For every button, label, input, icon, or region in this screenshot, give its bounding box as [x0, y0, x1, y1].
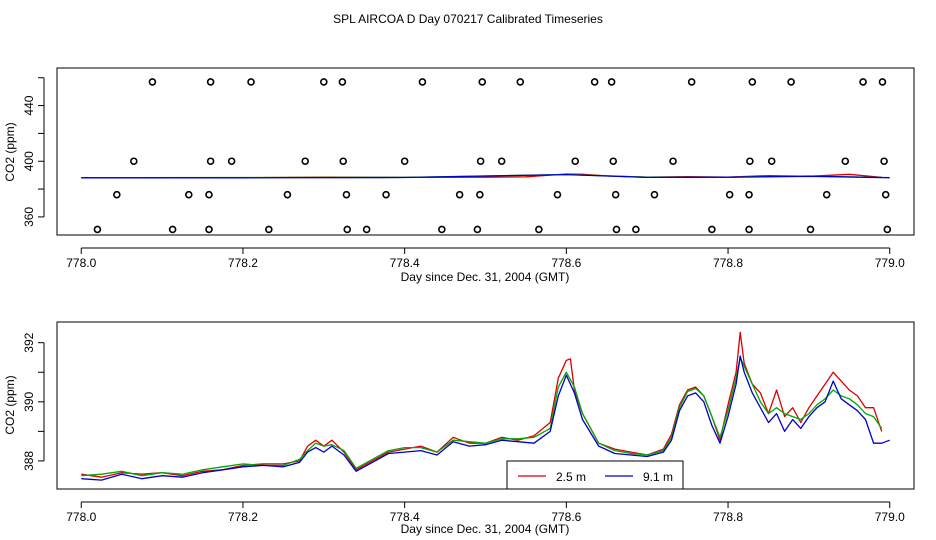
- y-axis-label: CO2 (ppm): [3, 375, 17, 434]
- calibration-point: [343, 225, 352, 234]
- calibration-point: [148, 78, 157, 86]
- calibration-point: [497, 157, 506, 166]
- calibration-point: [438, 225, 446, 234]
- y-tick-label: 440: [22, 95, 36, 115]
- calibration-point: [611, 190, 620, 199]
- calibration-point: [382, 190, 390, 199]
- calibration-point: [418, 78, 427, 86]
- axes: 778.0 778.2 778.4 778.6 778.8 779.0 360 400 440: [22, 77, 905, 270]
- calibration-point: [881, 190, 890, 199]
- y-tick-label: 392: [22, 332, 36, 352]
- calibration-point: [745, 190, 753, 199]
- x-tick-label: 778.2: [228, 510, 258, 524]
- calibration-point: [767, 157, 776, 166]
- plot-frame: [56, 321, 915, 490]
- x-tick-label: 778.8: [713, 510, 743, 524]
- calibration-point: [746, 157, 754, 166]
- calibration-point: [93, 225, 102, 234]
- legend: 2.5 m 9.1 m: [506, 460, 684, 490]
- y-tick-label: 400: [22, 151, 36, 171]
- x-axis-label: Day since Dec. 31, 2004 (GMT): [401, 270, 570, 284]
- calibration-point: [516, 78, 525, 86]
- series-line-9-1-m: [81, 355, 890, 481]
- calibration-point: [650, 190, 659, 199]
- calibration-point: [708, 225, 716, 234]
- calibration-panel: 778.0 778.2 778.4 778.6 778.8 779.0360400440 …: [3, 67, 915, 284]
- calibration-point: [607, 78, 616, 86]
- calibration-point: [265, 225, 273, 234]
- figure-title: SPL AIRCOA D Day 070217 Calibrated Times…: [333, 12, 603, 26]
- calibration-point: [725, 190, 734, 199]
- calibration-point: [859, 78, 867, 86]
- series-line-green: [81, 356, 883, 477]
- calibration-point: [806, 225, 815, 234]
- legend-label-9-1m: 9.1 m: [643, 470, 673, 484]
- calibration-point: [476, 157, 485, 166]
- x-tick-label: 779.0: [875, 256, 905, 270]
- y-tick-label: 388: [22, 451, 36, 471]
- calibration-point: [206, 78, 215, 86]
- x-axis-label: Day since Dec. 31, 2004 (GMT): [401, 522, 570, 536]
- calibration-point: [283, 190, 292, 199]
- calibration-point: [168, 225, 177, 234]
- series-marks: [81, 331, 890, 481]
- calibration-point: [883, 225, 892, 234]
- x-tick-label: 778.4: [390, 256, 420, 270]
- calibration-point: [476, 190, 484, 199]
- series-line-9-1-m: [81, 173, 890, 179]
- calibration-point: [227, 157, 236, 166]
- calibration-point: [205, 190, 213, 199]
- calibration-point: [205, 225, 213, 234]
- calibration-point: [590, 78, 599, 86]
- calibration-point: [535, 225, 543, 234]
- calibration-point: [745, 225, 753, 234]
- calibration-point: [342, 190, 351, 199]
- calibration-point: [553, 190, 562, 199]
- timeseries-panel: 778.0 778.2 778.4 778.6 778.8 779.0388390392 …: [3, 321, 915, 536]
- x-tick-label: 779.0: [875, 510, 905, 524]
- calibration-point: [669, 157, 677, 166]
- series-marks: [81, 78, 892, 234]
- y-tick-label: 390: [22, 391, 36, 411]
- calibration-point: [609, 157, 618, 166]
- calibration-point: [320, 78, 328, 86]
- axes: 778.0 778.2 778.4 778.6 778.8 779.0 388 390 392: [22, 332, 905, 524]
- calibration-point: [473, 225, 482, 234]
- calibration-point: [748, 78, 757, 86]
- calibration-point: [362, 225, 371, 234]
- plot-frame: [56, 67, 915, 236]
- calibration-point: [478, 78, 487, 86]
- calibration-point: [184, 190, 193, 199]
- calibration-point: [612, 225, 621, 234]
- x-tick-label: 778.6: [551, 256, 581, 270]
- calibration-point: [339, 157, 348, 166]
- calibration-point: [822, 190, 831, 199]
- legend-box: [506, 460, 684, 490]
- calibration-point: [571, 157, 580, 166]
- calibration-point: [400, 157, 409, 166]
- y-axis-label: CO2 (ppm): [3, 122, 17, 181]
- calibration-point: [113, 190, 121, 199]
- x-tick-label: 778.4: [390, 510, 420, 524]
- x-tick-label: 778.2: [228, 256, 258, 270]
- x-tick-label: 778.6: [551, 510, 581, 524]
- calibration-point: [206, 157, 215, 166]
- calibration-point: [687, 78, 696, 86]
- legend-label-2-5m: 2.5 m: [556, 470, 586, 484]
- y-tick-label: 360: [22, 207, 36, 227]
- calibration-point: [130, 157, 138, 166]
- x-tick-label: 778.0: [66, 256, 96, 270]
- calibration-point: [841, 157, 850, 166]
- calibration-point: [338, 78, 347, 86]
- x-tick-label: 778.8: [713, 256, 743, 270]
- calibration-point: [880, 157, 888, 166]
- calibration-point: [455, 190, 464, 199]
- calibration-point: [301, 157, 310, 166]
- calibration-point: [878, 78, 887, 86]
- calibration-point: [787, 78, 795, 86]
- x-tick-label: 778.0: [66, 510, 96, 524]
- calibration-point: [247, 78, 255, 86]
- calibration-point: [632, 225, 640, 234]
